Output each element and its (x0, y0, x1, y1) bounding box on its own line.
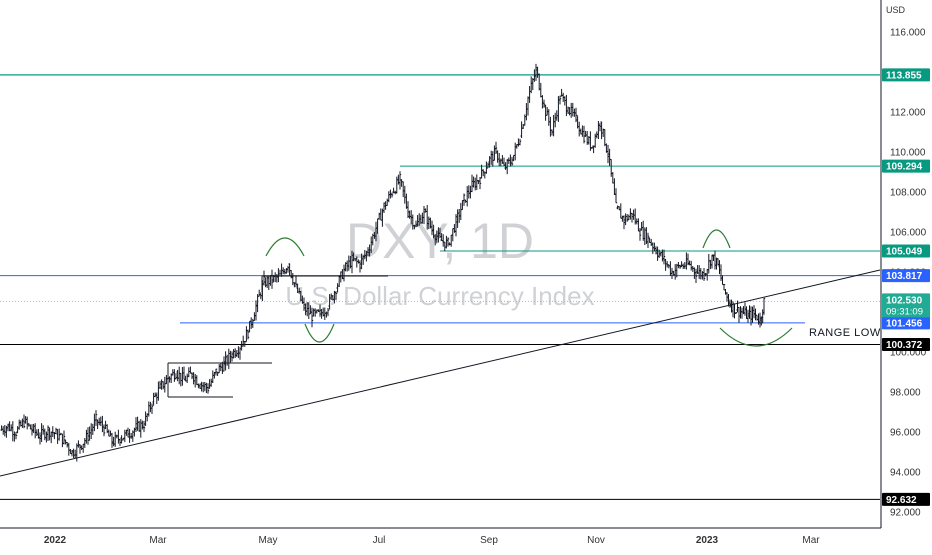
price-tick-label: 94.000 (890, 468, 921, 479)
currency-label: USD (886, 5, 906, 15)
price-tag (882, 269, 930, 283)
countdown-label: 09:31:09 (886, 306, 923, 317)
time-axis-ticks[interactable]: 2022 Mar May Jul Sep Nov 2023 Mar (44, 535, 820, 546)
price-tag-label: 103.817 (886, 271, 923, 282)
price-tag (882, 244, 930, 258)
pattern-arc (304, 323, 335, 343)
price-tag-label: 92.632 (886, 495, 917, 506)
price-tag (882, 68, 930, 82)
price-tick-label: 106.000 (890, 228, 927, 239)
pattern-arc (702, 229, 731, 249)
watermark-name: U.S. Dollar Currency Index (285, 281, 594, 311)
horizontal-levels (0, 74, 880, 500)
price-tick-label: 98.000 (890, 388, 921, 399)
time-tick-label: 2022 (44, 535, 67, 546)
time-tick-label: Mar (802, 535, 820, 546)
price-tick-label: 110.000 (890, 148, 926, 159)
price-tag (882, 338, 930, 352)
price-tick-label: 108.000 (890, 188, 927, 199)
price-tag (882, 159, 930, 173)
price-tag-label: 101.456 (886, 318, 923, 329)
time-tick-label: Sep (480, 535, 498, 546)
price-tick-label: 116.000 (890, 28, 926, 39)
price-tag-label: 105.049 (886, 247, 923, 258)
watermark-symbol: DXY, 1D (346, 213, 534, 269)
price-tick-label: 112.000 (890, 108, 926, 119)
time-tick-label: May (259, 535, 278, 546)
time-tick-label: Jul (373, 535, 386, 546)
price-tag (882, 492, 930, 506)
drawings (167, 229, 793, 398)
price-tag-label: 100.372 (886, 340, 923, 351)
price-tick-label: 96.000 (890, 428, 921, 439)
candles (0, 63, 766, 462)
price-tag (882, 293, 930, 318)
time-tick-label: 2023 (696, 535, 719, 546)
price-tick-label: 100.000 (890, 348, 927, 359)
price-tag-label: 109.294 (886, 162, 923, 173)
range-low-label: RANGE LOW (809, 327, 881, 339)
pattern-arc (719, 327, 793, 347)
price-tags: 113.855 109.294 105.049 103.817 101.456 100.3… (882, 68, 930, 506)
time-tick-label: Nov (587, 535, 605, 546)
price-tag (882, 316, 930, 330)
price-tag-label: 113.855 (886, 70, 922, 81)
price-tag-label: 102.530 (886, 295, 923, 306)
pattern-arc (265, 237, 305, 257)
price-tick-label: 92.000 (890, 508, 921, 519)
time-tick-label: Mar (149, 535, 167, 546)
